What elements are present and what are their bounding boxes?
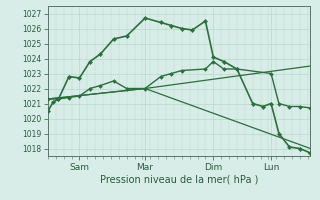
X-axis label: Pression niveau de la mer( hPa ): Pression niveau de la mer( hPa ) [100,175,258,185]
